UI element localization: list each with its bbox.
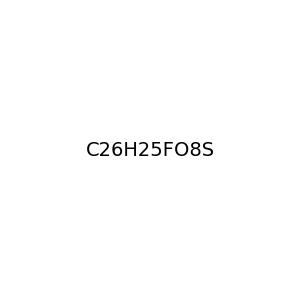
Text: C26H25FO8S: C26H25FO8S: [85, 140, 214, 160]
